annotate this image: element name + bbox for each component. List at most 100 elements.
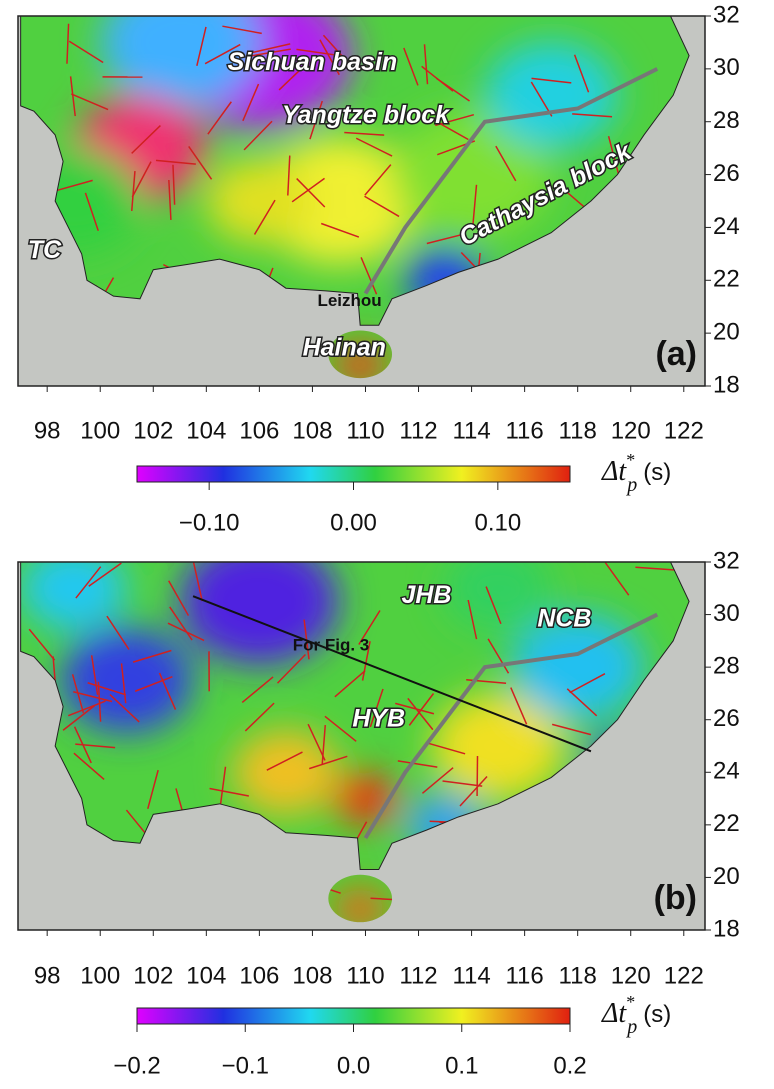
x-tick-label: 108 bbox=[292, 417, 332, 444]
fault bbox=[66, 23, 70, 64]
fault bbox=[320, 222, 360, 238]
region-label: HYB bbox=[352, 704, 405, 732]
fault bbox=[244, 702, 275, 732]
anomaly bbox=[511, 614, 644, 721]
fault bbox=[308, 755, 348, 770]
fault bbox=[109, 694, 140, 723]
fault bbox=[130, 171, 136, 212]
fault bbox=[87, 682, 127, 696]
fault bbox=[397, 760, 438, 768]
block-boundary bbox=[363, 67, 659, 295]
x-tick-label: 112 bbox=[399, 962, 437, 989]
colorbar-tick-label: −0.2 bbox=[113, 1052, 160, 1079]
x-tick-label: 120 bbox=[611, 417, 651, 444]
fault bbox=[485, 586, 502, 624]
fault bbox=[276, 653, 306, 684]
coastline bbox=[20, 15, 690, 326]
label-unit: (s) bbox=[643, 1001, 671, 1028]
fault bbox=[97, 681, 102, 722]
fault bbox=[251, 48, 291, 57]
fault bbox=[426, 742, 466, 755]
fault bbox=[324, 715, 357, 742]
x-tick-label: 116 bbox=[505, 417, 543, 444]
fault bbox=[75, 566, 102, 599]
colorbar-tick-label: −0.10 bbox=[179, 509, 240, 536]
y-tick-label: 28 bbox=[713, 107, 740, 134]
fault bbox=[106, 615, 130, 650]
colorbar-tick-label: 0.00 bbox=[330, 509, 377, 536]
frame bbox=[17, 15, 706, 387]
panel-label: (b) bbox=[654, 879, 697, 917]
fault bbox=[120, 663, 127, 704]
anomaly bbox=[232, 729, 339, 815]
anomaly bbox=[445, 562, 552, 631]
y-tick-label: 32 bbox=[713, 547, 740, 574]
fault bbox=[487, 638, 510, 674]
fault bbox=[319, 39, 340, 76]
y-tick-label: 20 bbox=[713, 863, 740, 890]
fault bbox=[75, 743, 116, 749]
anomaly bbox=[333, 343, 387, 379]
x-tick-label: 118 bbox=[559, 962, 597, 989]
fault bbox=[68, 40, 104, 64]
fault bbox=[196, 26, 207, 67]
anomaly bbox=[431, 692, 565, 800]
colorbar-tick-label: −0.1 bbox=[222, 1052, 269, 1079]
fault bbox=[403, 47, 419, 86]
y-tick-label: 28 bbox=[713, 652, 740, 679]
fault bbox=[607, 136, 620, 176]
y-tick-label: 24 bbox=[713, 758, 740, 785]
fault bbox=[278, 61, 309, 91]
fault bbox=[222, 25, 262, 35]
x-tick-label: 100 bbox=[80, 417, 120, 444]
fault bbox=[241, 676, 274, 704]
fault bbox=[566, 688, 598, 717]
colorbar-tick-label: 0.10 bbox=[474, 509, 521, 536]
label-superscript: * bbox=[626, 992, 635, 1012]
fault bbox=[307, 723, 326, 761]
x-tick-label: 118 bbox=[559, 417, 597, 444]
fault bbox=[510, 687, 528, 725]
fault bbox=[192, 562, 203, 602]
fault bbox=[369, 688, 384, 728]
fault bbox=[395, 702, 435, 715]
y-tick-label: 26 bbox=[713, 160, 740, 187]
region-label: TC bbox=[28, 236, 62, 264]
fault bbox=[344, 131, 385, 136]
fault bbox=[62, 705, 96, 731]
y-tick-label: 26 bbox=[713, 705, 740, 732]
fault bbox=[167, 622, 205, 642]
fault bbox=[169, 606, 193, 641]
fault bbox=[459, 775, 488, 807]
fault bbox=[442, 780, 483, 787]
label-unit: (s) bbox=[643, 459, 671, 486]
fault bbox=[219, 766, 227, 807]
y-tick-label: 18 bbox=[713, 915, 740, 942]
fault bbox=[296, 178, 326, 208]
fault bbox=[572, 113, 613, 118]
fault bbox=[28, 628, 56, 661]
x-tick-label: 98 bbox=[34, 417, 61, 444]
profile-line bbox=[192, 595, 592, 753]
x-tick-label: 106 bbox=[239, 962, 279, 989]
fault bbox=[408, 693, 435, 726]
fault bbox=[243, 120, 273, 151]
fault bbox=[467, 599, 478, 640]
fault bbox=[155, 159, 196, 165]
y-tick-label: 30 bbox=[713, 54, 740, 81]
x-tick-label: 122 bbox=[664, 962, 704, 989]
fault bbox=[90, 655, 99, 695]
region-label: Hainan bbox=[303, 334, 386, 362]
fault bbox=[361, 641, 371, 681]
fault bbox=[88, 562, 122, 587]
x-tick-label: 114 bbox=[452, 417, 490, 444]
fault bbox=[168, 580, 190, 616]
x-tick-label: 104 bbox=[186, 962, 226, 989]
small-label: Leizhou bbox=[317, 291, 381, 310]
fault bbox=[436, 77, 470, 102]
x-tick-label: 104 bbox=[186, 417, 226, 444]
fault bbox=[53, 179, 93, 192]
colorbar-tick-label: 0.1 bbox=[445, 1052, 478, 1079]
